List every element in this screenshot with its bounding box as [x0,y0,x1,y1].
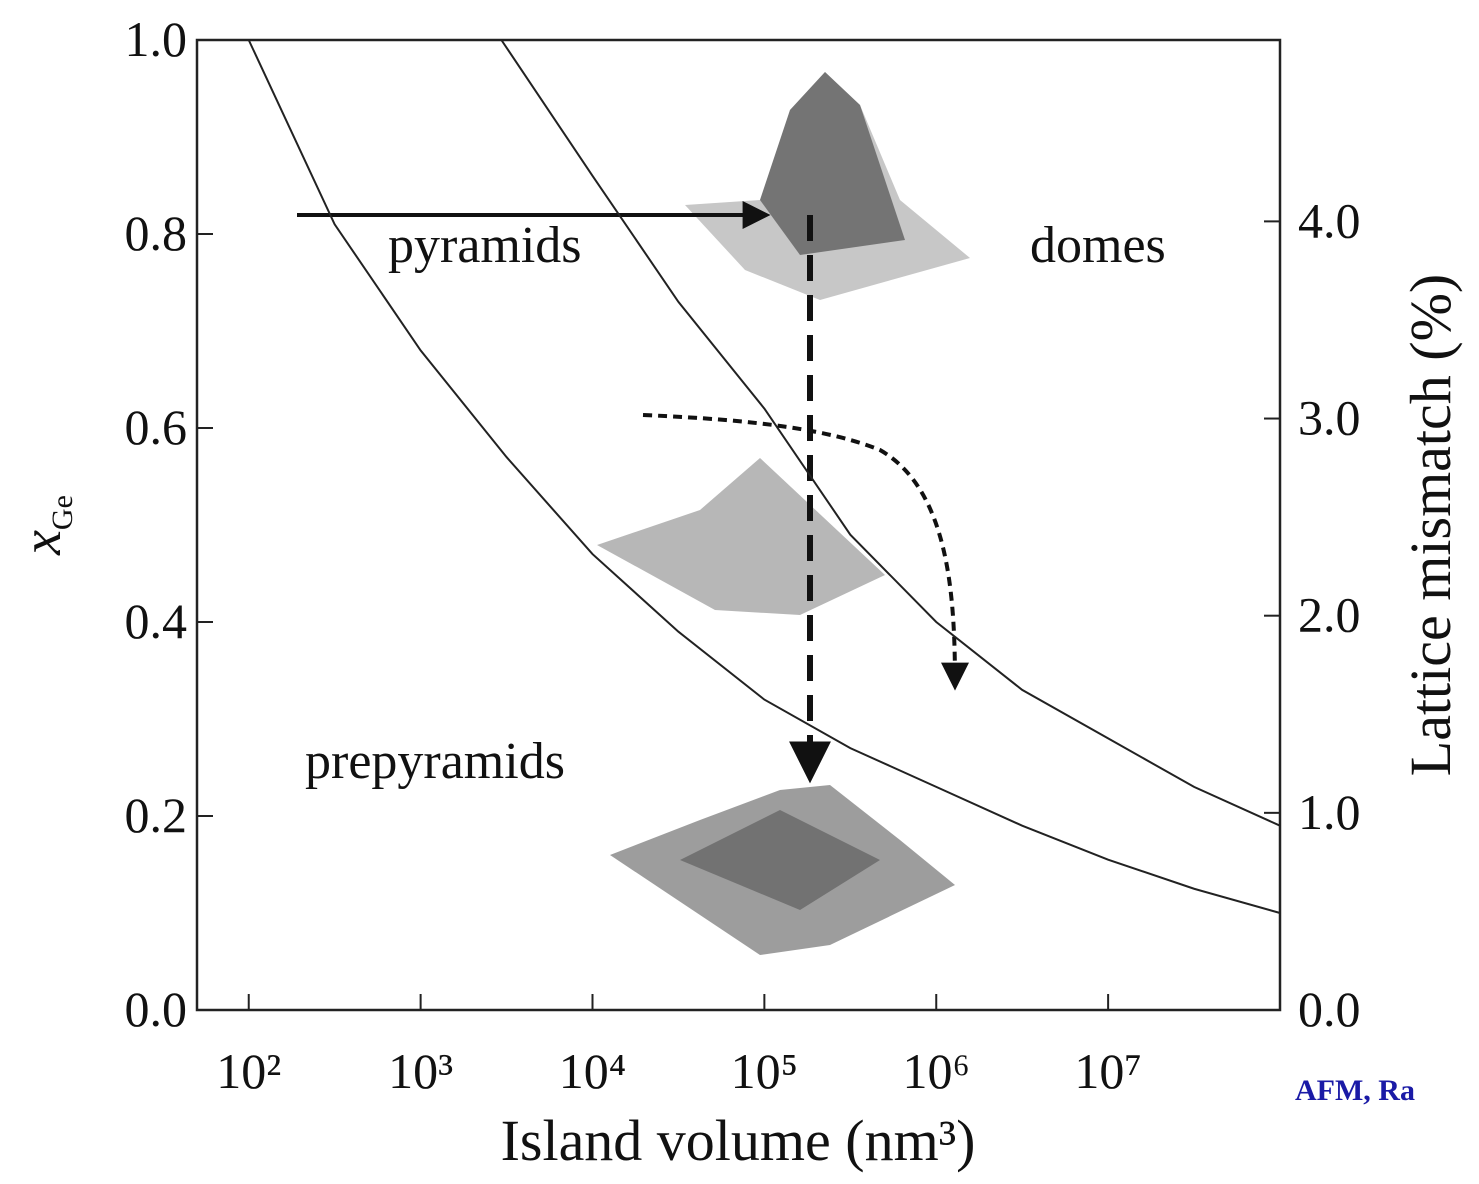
annotation: prepyramids [305,733,565,790]
page: {"chart_data": { "type": "line", "xlabel… [0,0,1479,1179]
arrows [297,215,955,775]
x-tick-label: 10² [216,1043,281,1099]
y2-axis-label: Lattice mismatch (%) [1398,274,1463,776]
annotation: pyramids [388,217,582,274]
x-tick-label: 10⁴ [559,1043,626,1099]
y-tick-label: 0.0 [125,981,188,1037]
x-tick-label: 10⁵ [731,1043,798,1099]
y-axis-label-main: x [11,530,73,556]
y-tick-label: 0.6 [125,399,188,455]
y2-tick-label: 4.0 [1298,192,1361,248]
chart: pyramids domes prepyramids Island volume… [0,0,1479,1179]
y2-tick-label: 1.0 [1298,784,1361,840]
x-tick-label: 10⁷ [1074,1043,1141,1099]
y-tick-label: 0.2 [125,787,188,843]
y2-tick-label: 3.0 [1298,390,1361,446]
y2-tick-label: 2.0 [1298,587,1361,643]
afm-images [597,72,970,955]
curve [501,40,1280,826]
x-tick-label: 10³ [388,1043,453,1099]
y-tick-label: 0.8 [125,205,188,261]
y-tick-label: 1.0 [125,11,188,67]
y2-tick-label: 0.0 [1298,981,1361,1037]
y-tick-label: 0.4 [125,593,188,649]
note: AFM, Ra [1295,1074,1415,1107]
annotation: domes [1030,217,1166,274]
x-axis-label: Island volume (nm³) [501,1108,976,1173]
x-tick-label: 10⁶ [903,1043,970,1099]
y-axis-label-sub: Ge [46,495,79,530]
y-axis-label: xGe [11,495,79,556]
